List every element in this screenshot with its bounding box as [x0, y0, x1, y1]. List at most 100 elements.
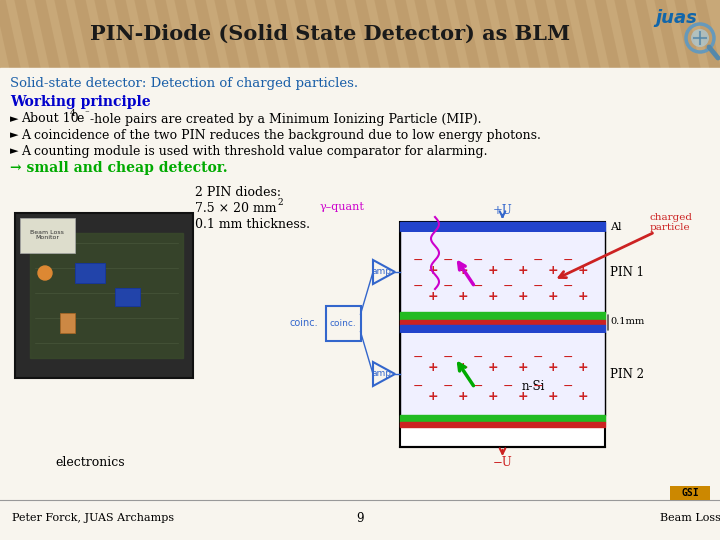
Text: +: +	[428, 290, 438, 303]
Bar	[400, 312, 605, 320]
Text: −: −	[503, 351, 513, 364]
Bar	[400, 333, 605, 415]
Text: −: −	[563, 351, 573, 364]
Text: +: +	[458, 390, 468, 403]
Text: juas: juas	[655, 9, 697, 27]
Text: Al: Al	[610, 222, 621, 232]
Text: −: −	[413, 280, 423, 293]
Bar	[400, 415, 605, 422]
Text: −: −	[473, 351, 483, 364]
Text: −: −	[413, 253, 423, 267]
Text: +: +	[548, 390, 558, 403]
Text: +: +	[428, 390, 438, 403]
Text: e: e	[76, 112, 84, 125]
Text: −: −	[443, 253, 454, 267]
Bar	[75, 263, 105, 283]
Text: +: +	[577, 290, 588, 303]
Text: particle: particle	[650, 222, 690, 232]
Text: amp: amp	[371, 267, 391, 276]
Bar	[400, 325, 605, 333]
Text: PIN 1: PIN 1	[610, 266, 644, 279]
Text: ►: ►	[10, 114, 19, 124]
Text: amp: amp	[371, 369, 391, 379]
Text: −: −	[473, 380, 483, 393]
Text: −: −	[473, 253, 483, 267]
Text: −: −	[503, 380, 513, 393]
Text: +: +	[458, 361, 468, 374]
Bar	[30, 233, 183, 358]
Text: +: +	[458, 264, 468, 276]
Text: +: +	[518, 264, 528, 276]
Text: PIN-Diode (Solid State Detector) as BLM: PIN-Diode (Solid State Detector) as BLM	[90, 24, 570, 44]
Text: coinc.: coinc.	[330, 319, 356, 327]
Bar	[400, 222, 605, 232]
Circle shape	[691, 29, 709, 47]
Text: −: −	[443, 351, 454, 364]
Text: coinc.: coinc.	[289, 318, 318, 328]
Bar	[0, 0, 720, 68]
Text: electronics: electronics	[55, 456, 125, 469]
Text: -hole pairs are created by a Minimum Ionizing Particle (MIP).: -hole pairs are created by a Minimum Ion…	[90, 112, 482, 125]
Text: +: +	[487, 361, 498, 374]
Bar	[400, 422, 605, 427]
Text: +: +	[428, 264, 438, 276]
Text: 0.1 mm thickness.: 0.1 mm thickness.	[195, 218, 310, 231]
Text: −: −	[443, 380, 454, 393]
Text: −: −	[563, 280, 573, 293]
Text: +: +	[487, 290, 498, 303]
Text: ►: ►	[10, 146, 19, 156]
Text: −: −	[413, 351, 423, 364]
Text: ►: ►	[10, 130, 19, 140]
Text: +: +	[487, 264, 498, 276]
Text: A coincidence of the two PIN reduces the background due to low energy photons.: A coincidence of the two PIN reduces the…	[21, 129, 541, 141]
Text: −U: −U	[492, 456, 513, 469]
Text: Peter Forck, JUAS Archamps: Peter Forck, JUAS Archamps	[12, 513, 174, 523]
Bar	[400, 232, 605, 312]
Text: 9: 9	[356, 511, 364, 524]
Text: charged: charged	[650, 213, 693, 221]
Text: +: +	[458, 290, 468, 303]
Text: 2: 2	[277, 198, 283, 207]
Text: 0.1mm: 0.1mm	[610, 318, 644, 327]
Text: +: +	[428, 361, 438, 374]
Text: −: −	[473, 280, 483, 293]
Text: 7.5 × 20 mm: 7.5 × 20 mm	[195, 202, 276, 215]
Text: −: −	[533, 280, 544, 293]
Text: A counting module is used with threshold value comparator for alarming.: A counting module is used with threshold…	[21, 145, 487, 158]
Bar	[20, 218, 75, 253]
Text: → small and cheap detector.: → small and cheap detector.	[10, 161, 228, 175]
Text: −: −	[503, 253, 513, 267]
Text: −: −	[413, 380, 423, 393]
Text: Beam Loss
Monitor: Beam Loss Monitor	[30, 230, 64, 240]
Text: +: +	[548, 361, 558, 374]
Text: GSI: GSI	[681, 488, 699, 498]
Text: −: −	[533, 351, 544, 364]
Text: Working principle: Working principle	[10, 95, 150, 109]
Bar	[60, 313, 75, 333]
Text: n-Si: n-Si	[521, 380, 545, 393]
Text: +: +	[518, 290, 528, 303]
Text: ⁻: ⁻	[84, 110, 89, 118]
Text: +: +	[577, 264, 588, 276]
Text: +: +	[577, 390, 588, 403]
Text: 4: 4	[70, 110, 76, 118]
Text: PIN 2: PIN 2	[610, 368, 644, 381]
Text: +: +	[548, 290, 558, 303]
Text: Solid-state detector: Detection of charged particles.: Solid-state detector: Detection of charg…	[10, 78, 358, 91]
Bar	[325, 306, 361, 341]
Bar	[0, 68, 720, 540]
Text: −: −	[563, 380, 573, 393]
Bar	[400, 222, 605, 447]
Text: −: −	[503, 280, 513, 293]
Text: +: +	[518, 361, 528, 374]
Circle shape	[38, 266, 52, 280]
Text: 2 PIN diodes:: 2 PIN diodes:	[195, 186, 281, 199]
Text: −: −	[563, 253, 573, 267]
Bar	[115, 288, 140, 306]
Text: +: +	[518, 390, 528, 403]
Text: −: −	[443, 280, 454, 293]
Text: About 10: About 10	[21, 112, 78, 125]
Bar	[15, 213, 193, 378]
Text: −: −	[533, 380, 544, 393]
Text: +: +	[487, 390, 498, 403]
